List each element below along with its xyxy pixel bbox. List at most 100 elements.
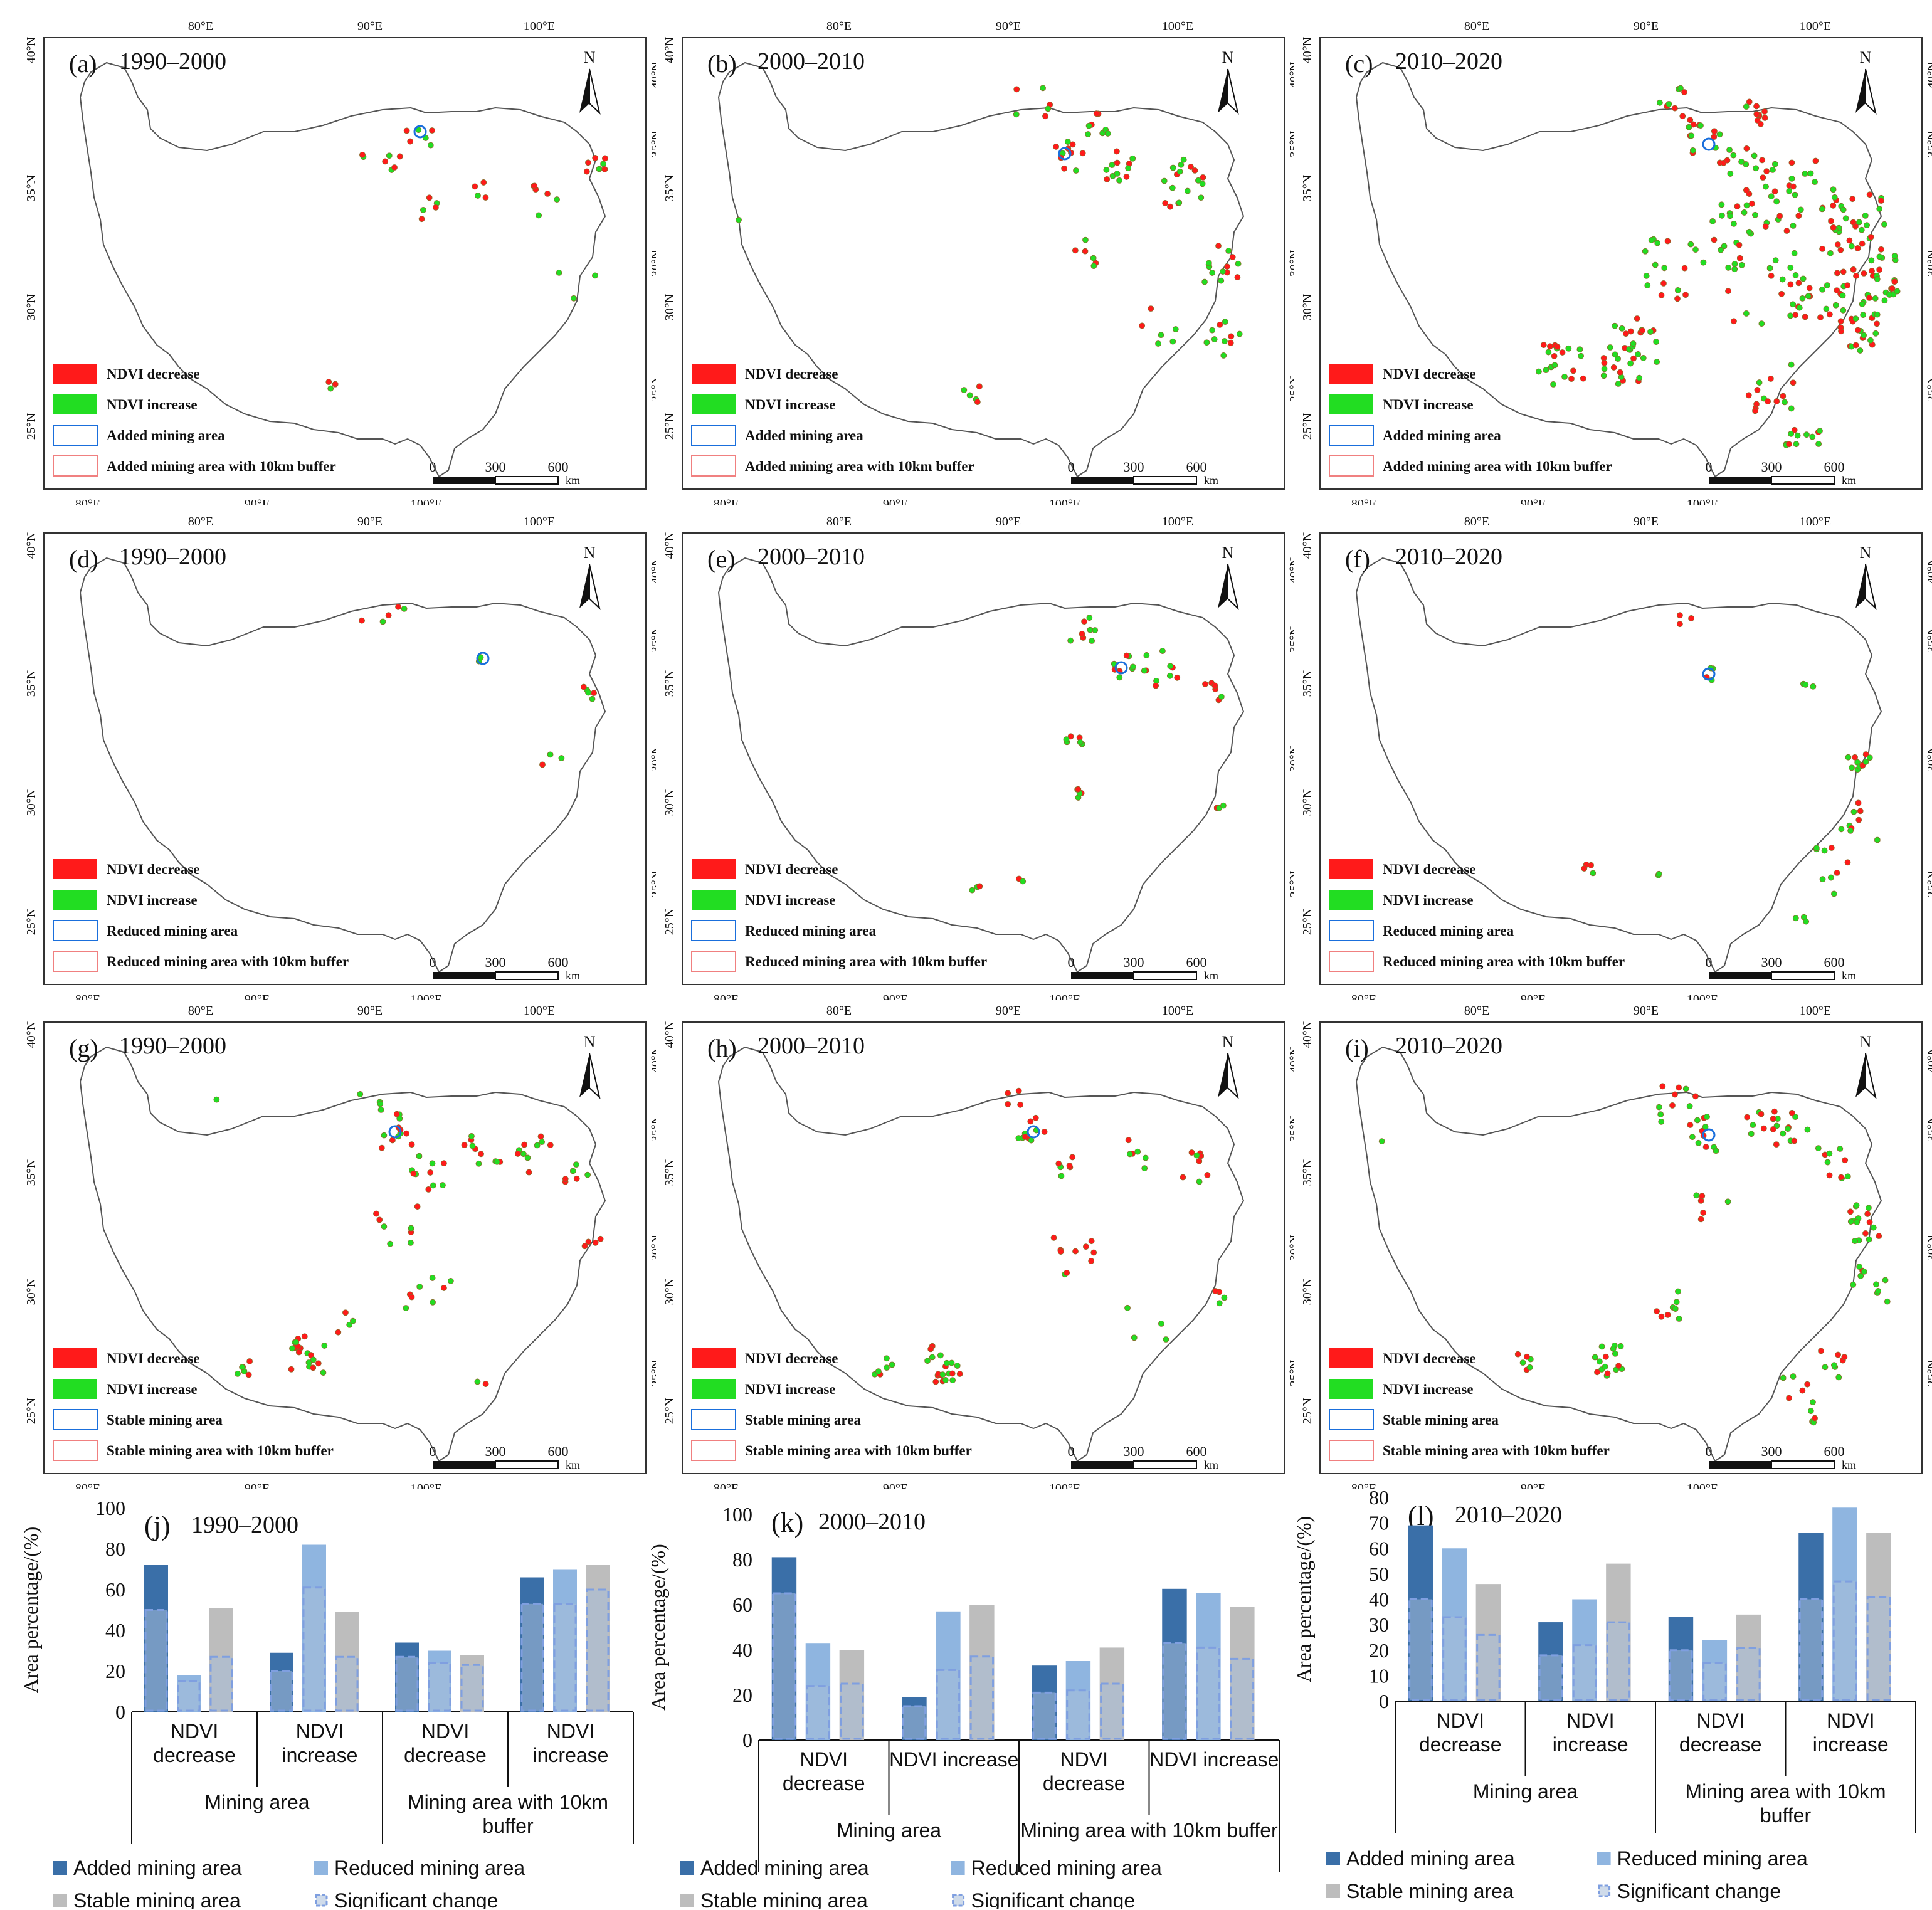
ndvi-change-dot <box>1822 1364 1829 1371</box>
lat-tick-label: 25°N <box>1301 413 1314 440</box>
category-label: decrease <box>1679 1733 1762 1756</box>
scale-segment <box>1771 476 1835 485</box>
ndvi-change-dot <box>1844 282 1850 289</box>
lon-tick-label: 100°E <box>1049 497 1080 505</box>
ndvi-change-dot <box>736 216 742 223</box>
ndvi-change-dot <box>1797 206 1804 213</box>
ndvi-change-dot <box>1697 1216 1704 1223</box>
ndvi-change-dot <box>949 1377 956 1384</box>
map-panel-h: 80°E 80°E 90°E 90°E 100°E 100°E 25°N 25°N 30°N 30… <box>657 994 1294 1489</box>
ndvi-change-dot <box>1612 322 1618 329</box>
ndvi-change-dot <box>1202 681 1208 687</box>
map-frame <box>682 1021 1285 1474</box>
legend-swatch <box>1329 364 1373 384</box>
scale-label: 300 <box>485 954 506 970</box>
ndvi-change-dot <box>1786 187 1793 194</box>
category-label: NDVI <box>1060 1748 1108 1771</box>
ndvi-change-dot <box>1664 1311 1671 1318</box>
ndvi-change-dot <box>1687 117 1694 124</box>
y-axis-label: Area percentage/(%) <box>647 1544 669 1711</box>
ndvi-change-dot <box>1886 292 1892 298</box>
ndvi-change-dot <box>1786 441 1792 448</box>
y-tick-label: 60 <box>105 1578 125 1601</box>
ndvi-change-dot <box>1615 381 1622 387</box>
panel-letter: (e) <box>707 545 735 573</box>
scale-label: 300 <box>1761 954 1782 970</box>
ndvi-change-dot <box>1159 648 1166 654</box>
scale-segment <box>1133 971 1197 980</box>
scale-label: 600 <box>1186 459 1207 475</box>
ndvi-change-dot <box>1654 1308 1660 1315</box>
ndvi-change-dot <box>969 887 976 894</box>
ndvi-change-dot <box>1191 167 1198 174</box>
ndvi-change-dot <box>1630 355 1637 362</box>
y-axis-label: Area percentage/(%) <box>1292 1516 1315 1683</box>
legend-label: NDVI increase <box>745 892 836 908</box>
scale-label: 0 <box>1068 459 1075 475</box>
legend-swatch <box>952 1894 965 1907</box>
ndvi-change-dot <box>1826 1150 1833 1157</box>
lat-tick-label: 35°N <box>1925 626 1932 653</box>
ndvi-change-dot <box>1116 674 1123 681</box>
group-label: Mining area with 10km <box>408 1791 608 1813</box>
ndvi-change-dot <box>1169 184 1176 191</box>
ndvi-change-dot <box>961 387 968 393</box>
north-arrow-half <box>1218 564 1228 608</box>
ndvi-change-dot <box>1788 431 1795 437</box>
ndvi-change-dot <box>1844 859 1851 866</box>
ndvi-change-dot <box>1073 167 1079 174</box>
ndvi-change-dot <box>1612 351 1618 358</box>
ndvi-change-dot <box>1594 1369 1600 1376</box>
legend-label: Added mining area <box>107 428 225 443</box>
ndvi-change-dot <box>1862 759 1869 765</box>
ndvi-change-dot <box>1827 874 1834 881</box>
legend-label: Stable mining area <box>745 1412 861 1428</box>
ndvi-change-dot <box>1727 171 1734 177</box>
legend-label: NDVI decrease <box>745 1351 838 1366</box>
ndvi-change-dot <box>1788 405 1795 412</box>
map-svg: 80°E 80°E 90°E 90°E 100°E 100°E 25°N 25°N 30°N 30… <box>1301 19 1932 505</box>
ndvi-change-dot <box>387 1240 394 1247</box>
ndvi-change-dot <box>1812 1415 1819 1422</box>
ndvi-change-dot <box>1658 292 1665 298</box>
ndvi-change-dot <box>381 1132 388 1139</box>
ndvi-change-dot <box>1027 1118 1034 1125</box>
ndvi-change-dot <box>1875 1287 1882 1294</box>
lat-tick-label: 25°N <box>1287 376 1294 402</box>
lat-tick-label: 40°N <box>1287 557 1294 584</box>
ndvi-change-dot <box>1596 1358 1603 1365</box>
ndvi-change-dot <box>1859 301 1866 307</box>
bar-significant-change <box>553 1603 577 1712</box>
lat-tick-label: 35°N <box>24 1159 38 1186</box>
ndvi-change-dot <box>1804 1381 1811 1388</box>
ndvi-change-dot <box>1790 301 1797 308</box>
legend-label: Reduced mining area with 10km buffer <box>107 954 349 969</box>
legend-swatch <box>680 1894 694 1907</box>
ndvi-change-dot <box>1827 311 1833 318</box>
bar-significant-change <box>806 1685 830 1740</box>
y-tick-label: 20 <box>105 1660 125 1682</box>
ndvi-change-dot <box>1069 1154 1076 1161</box>
ndvi-change-dot <box>1211 682 1218 689</box>
legend-label: Stable mining area <box>107 1412 223 1428</box>
ndvi-change-dot <box>1217 321 1223 328</box>
ndvi-change-dot <box>1826 1172 1833 1179</box>
ndvi-change-dot <box>924 1358 931 1364</box>
lon-tick-label: 100°E <box>411 497 442 505</box>
lat-tick-label: 25°N <box>1287 871 1294 897</box>
ndvi-change-dot <box>1857 347 1864 354</box>
lon-tick-label: 80°E <box>826 515 852 529</box>
ndvi-change-dot <box>461 1142 468 1148</box>
panel-letter: (i) <box>1345 1034 1369 1062</box>
ndvi-change-dot <box>1817 314 1824 321</box>
ndvi-change-dot <box>1748 1131 1755 1137</box>
legend-swatch <box>1329 425 1374 446</box>
y-tick-label: 0 <box>115 1701 125 1723</box>
ndvi-change-dot <box>589 695 596 702</box>
ndvi-change-dot <box>1672 1306 1679 1312</box>
plateau-boundary <box>80 62 606 477</box>
panel-period: 2010–2020 <box>1395 544 1502 570</box>
category-label: NDVI <box>296 1720 344 1743</box>
ndvi-change-dot <box>1188 1149 1195 1156</box>
ndvi-change-dot <box>1221 338 1228 344</box>
